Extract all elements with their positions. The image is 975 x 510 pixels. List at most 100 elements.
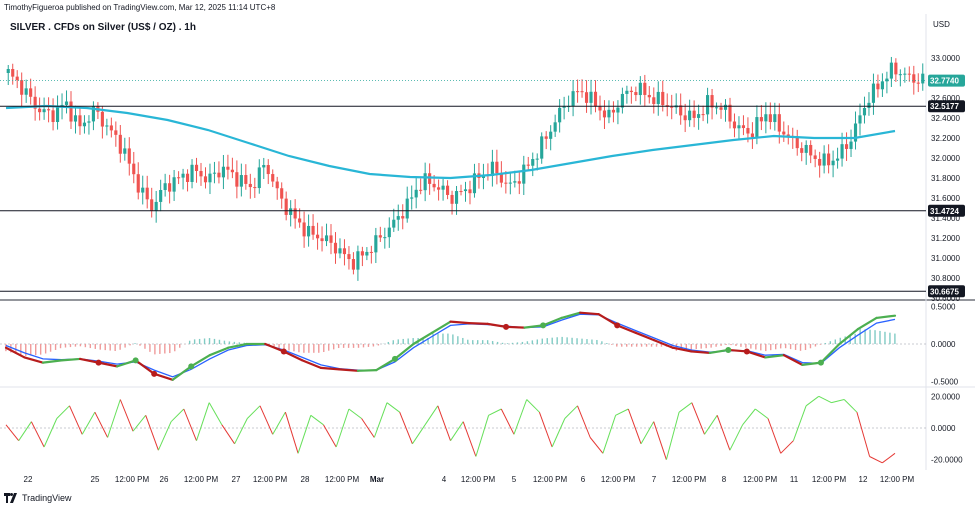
- x-tick-label: 12:00 PM: [325, 475, 360, 484]
- histogram-bar: [889, 332, 891, 344]
- candle-body: [746, 128, 750, 134]
- candle-body: [378, 235, 382, 238]
- histogram-bar: [496, 341, 499, 344]
- momentum-segment: [69, 405, 83, 435]
- candle-body: [526, 164, 530, 166]
- oscillator-fast-segment: [597, 313, 619, 327]
- momentum-segment: [94, 411, 109, 438]
- candle-body: [275, 181, 279, 189]
- candle-body: [47, 109, 51, 111]
- histogram-bar: [39, 344, 42, 355]
- candle-body: [880, 81, 884, 90]
- histogram-bar: [745, 344, 747, 348]
- cross-marker: [503, 323, 510, 330]
- histogram-bar: [164, 344, 166, 354]
- candle-body: [136, 174, 140, 193]
- histogram-bar: [49, 344, 52, 352]
- candle-body: [571, 91, 575, 107]
- candle-body: [320, 238, 324, 242]
- level-price-label: 31.4724: [930, 207, 959, 216]
- candle-body: [683, 115, 687, 121]
- candle-body: [271, 174, 275, 182]
- histogram-bar: [819, 344, 822, 345]
- histogram-bar: [347, 344, 350, 348]
- footer-brand[interactable]: TradingView: [4, 493, 72, 503]
- histogram-bar: [601, 341, 603, 344]
- histogram-bar: [223, 340, 226, 344]
- momentum-segment: [665, 412, 680, 460]
- oscillator-fast-segment: [60, 357, 82, 362]
- histogram-bar: [437, 333, 439, 344]
- momentum-segment: [386, 402, 400, 413]
- histogram-bar: [337, 344, 340, 349]
- momentum-segment: [780, 440, 794, 454]
- x-tick-label: 4: [442, 475, 447, 484]
- candle-body: [723, 104, 728, 110]
- histogram-bar: [700, 344, 702, 349]
- histogram-bar: [25, 344, 27, 356]
- level-price-tag: [928, 100, 965, 113]
- histogram-bar: [233, 341, 236, 344]
- candle-body: [853, 123, 858, 142]
- histogram-bar: [328, 344, 330, 351]
- candle-body: [593, 91, 598, 107]
- histogram-bar: [720, 344, 722, 346]
- momentum-segment: [221, 424, 236, 445]
- momentum-segment: [475, 415, 490, 457]
- histogram-bar: [541, 338, 543, 344]
- oscillator-fast-segment: [78, 357, 100, 364]
- x-tick-label: 12:00 PM: [812, 475, 847, 484]
- histogram-bar: [501, 342, 504, 344]
- cross-marker: [188, 363, 195, 370]
- oscillator-fast-segment: [356, 368, 378, 372]
- histogram-bar: [640, 344, 643, 347]
- oscillator-fast-segment: [319, 366, 341, 371]
- oscillator-fast-segment: [616, 324, 637, 334]
- cross-marker: [151, 370, 158, 377]
- momentum-segment: [564, 405, 578, 419]
- candle-body: [347, 254, 351, 260]
- histogram-bar: [318, 344, 320, 353]
- histogram-bar: [566, 337, 568, 344]
- candle-body: [782, 131, 786, 135]
- candle-body: [638, 82, 642, 96]
- x-tick-label: 12:00 PM: [601, 475, 636, 484]
- histogram-bar: [735, 344, 737, 346]
- candle-body: [132, 163, 136, 175]
- y-tick-label: -20.0000: [931, 456, 963, 465]
- histogram-bar: [849, 335, 851, 344]
- histogram-bar: [218, 339, 221, 344]
- momentum-segment: [323, 424, 337, 448]
- histogram-bar: [293, 344, 295, 352]
- moving-average-line: [5, 104, 896, 180]
- candle-body: [598, 106, 602, 111]
- x-tick-label: 7: [652, 475, 657, 484]
- histogram-bar: [576, 338, 578, 344]
- currency-label[interactable]: USD: [933, 20, 950, 29]
- candle-body: [51, 110, 55, 123]
- candle-body: [706, 95, 710, 115]
- momentum-segment: [373, 402, 388, 438]
- histogram-bar: [839, 337, 841, 344]
- candle-body: [118, 134, 122, 154]
- histogram-bar: [208, 338, 211, 344]
- candle-body: [333, 242, 338, 254]
- candle-body: [356, 251, 360, 270]
- histogram-bar: [134, 343, 136, 344]
- histogram-bar: [64, 344, 67, 348]
- y-tick-label: 0.5000: [931, 303, 956, 312]
- histogram-bar: [491, 341, 494, 344]
- candle-body: [38, 108, 42, 113]
- histogram-bar: [59, 344, 62, 349]
- momentum-segment: [183, 408, 197, 441]
- oscillator-fast-segment: [579, 311, 600, 316]
- momentum-segment: [792, 405, 807, 441]
- candle-body: [867, 102, 871, 109]
- candle-body: [607, 109, 611, 118]
- cross-marker: [614, 322, 621, 329]
- candle-body: [549, 131, 553, 139]
- x-tick-label: 6: [581, 475, 586, 484]
- oscillator-fast-segment: [264, 342, 285, 353]
- y-tick-label: 32.0000: [931, 154, 960, 163]
